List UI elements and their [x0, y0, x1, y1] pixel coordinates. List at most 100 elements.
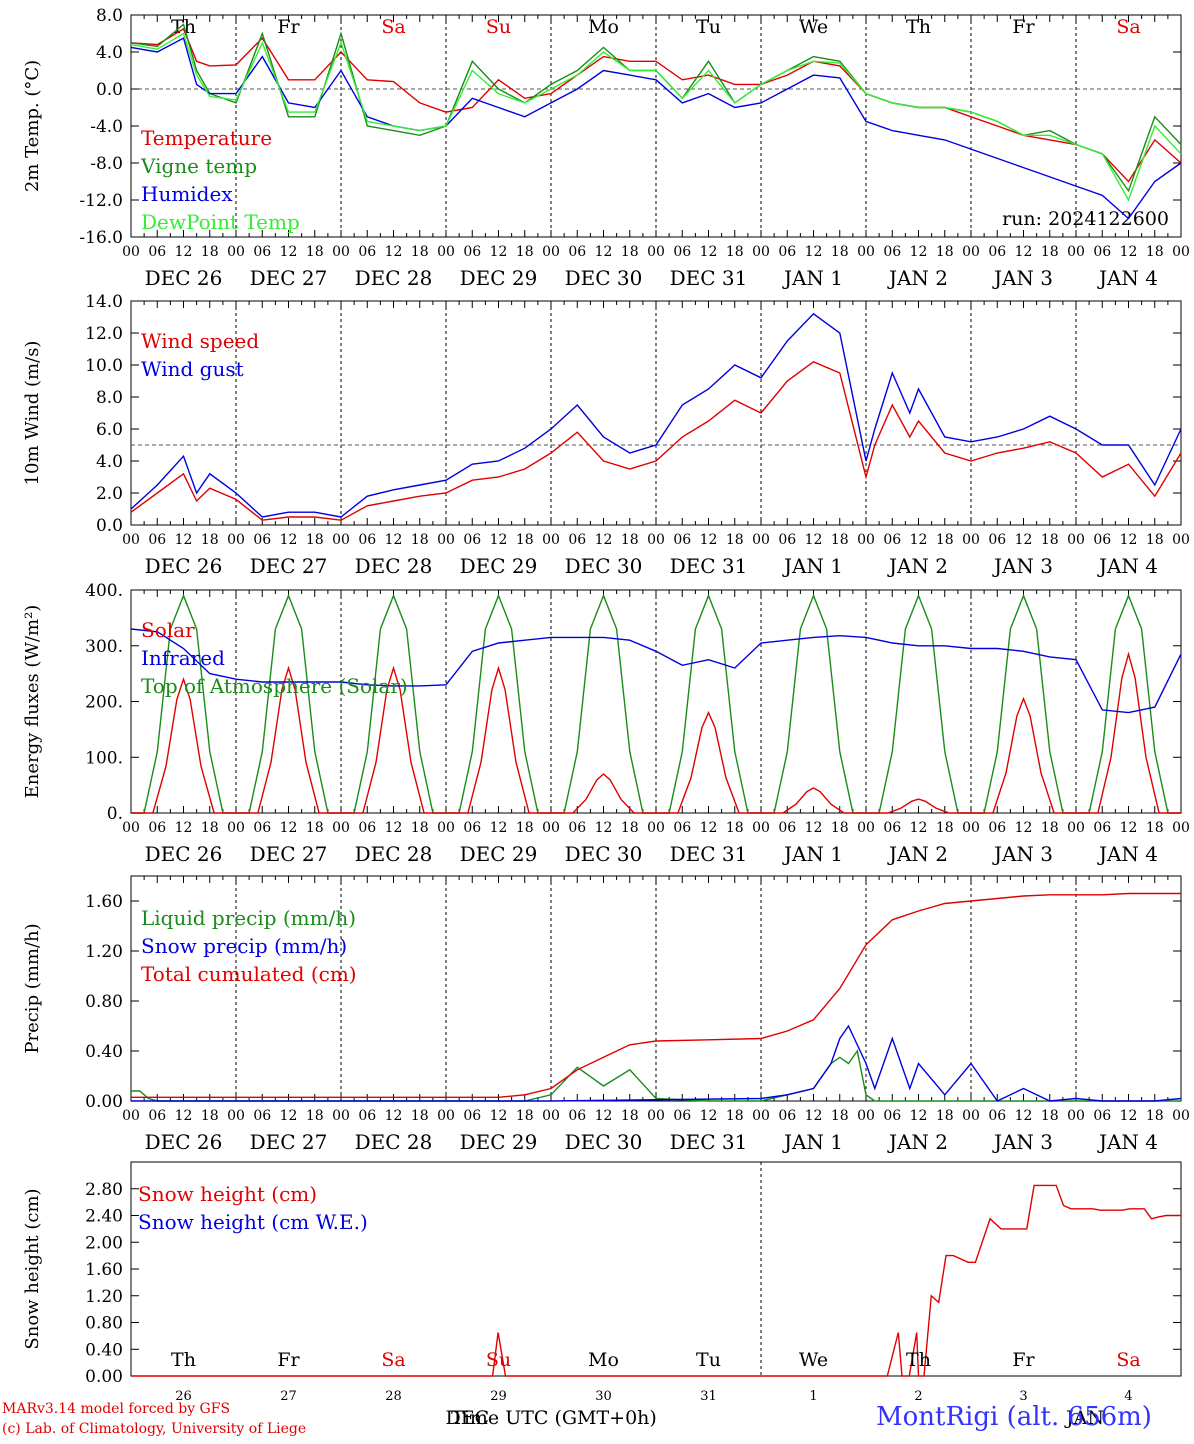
- x-tick-label: 06: [1093, 1108, 1111, 1124]
- x-tick-label: 12: [490, 532, 508, 548]
- x-tick-label: 00: [857, 1108, 875, 1124]
- x-tick-label: 06: [778, 244, 796, 260]
- x-tick-label: 18: [306, 532, 324, 548]
- x-tick-label: 00: [1067, 820, 1085, 836]
- x-tick-label: 00: [332, 244, 350, 260]
- day-name-label: Fr: [1012, 1349, 1035, 1371]
- x-tick-label: 00: [227, 532, 245, 548]
- y-tick-label: 0.80: [85, 992, 123, 1012]
- y-tick-label: 0.40: [85, 1042, 123, 1062]
- x-tick-label: 00: [962, 820, 980, 836]
- x-tick-label: 06: [568, 1108, 586, 1124]
- x-tick-label: 18: [411, 532, 429, 548]
- y-tick-label: 14.0: [85, 292, 123, 312]
- x-tick-label: 06: [253, 1108, 271, 1124]
- x-tick-label: 18: [831, 1108, 849, 1124]
- x-tick-label: 06: [883, 820, 901, 836]
- x-tick-label: 06: [778, 1108, 796, 1124]
- date-label: DEC 31: [670, 842, 748, 866]
- date-label: DEC 28: [355, 1130, 433, 1154]
- y-tick-label: 4.0: [96, 452, 123, 472]
- x-tick-label: 12: [175, 244, 193, 260]
- day-name-label: Sa: [1116, 16, 1140, 38]
- x-tick-label: 18: [726, 1108, 744, 1124]
- x-tick-label: 00: [122, 820, 140, 836]
- x-tick-label: 00: [437, 244, 455, 260]
- x-tick-label: 00: [857, 820, 875, 836]
- date-label: JAN 1: [782, 842, 843, 866]
- y-tick-label: 10.0: [85, 356, 123, 376]
- date-label: JAN 1: [782, 266, 843, 290]
- x-tick-label: 12: [700, 1108, 718, 1124]
- day-name-label: Th: [171, 1349, 196, 1371]
- x-tick-label: 00: [332, 820, 350, 836]
- legend-entry: Solar: [141, 618, 195, 642]
- x-tick-label: 18: [1041, 820, 1059, 836]
- y-tick-label: 300.: [85, 637, 123, 657]
- date-label: DEC 30: [565, 842, 643, 866]
- x-tick-label: 00: [962, 244, 980, 260]
- y-tick-label: -16.0: [79, 228, 123, 248]
- date-label: JAN 2: [887, 266, 948, 290]
- x-tick-label: 18: [621, 244, 639, 260]
- x-tick-label: 18: [1041, 1108, 1059, 1124]
- x-tick-label: 12: [175, 820, 193, 836]
- date-label: JAN 3: [992, 554, 1053, 578]
- day-name-label: We: [799, 16, 828, 38]
- y-tick-label: 0.40: [85, 1340, 123, 1360]
- legend-entry: Infrared: [141, 646, 225, 670]
- date-label: JAN 1: [782, 1130, 843, 1154]
- x-tick-label: 12: [385, 820, 403, 836]
- model-credit: MARv3.14 model forced by GFS: [2, 1401, 231, 1417]
- x-tick-label: 18: [411, 820, 429, 836]
- day-number-label: 4: [1124, 1389, 1132, 1404]
- x-tick-label: 12: [595, 820, 613, 836]
- month-label: JAN: [1064, 1407, 1104, 1429]
- date-label: JAN 4: [1097, 554, 1158, 578]
- date-label: DEC 26: [145, 554, 223, 578]
- x-tick-label: 00: [122, 1108, 140, 1124]
- date-label: DEC 29: [460, 266, 538, 290]
- legend-entry: Snow precip (mm/h): [141, 934, 347, 958]
- date-label: DEC 30: [565, 554, 643, 578]
- x-tick-label: 18: [726, 532, 744, 548]
- infrared-line: [130, 628, 1182, 714]
- date-label: DEC 31: [670, 554, 748, 578]
- x-tick-label: 18: [201, 820, 219, 836]
- x-tick-label: 00: [122, 244, 140, 260]
- x-tick-label: 06: [883, 532, 901, 548]
- x-tick-label: 06: [988, 1108, 1006, 1124]
- x-tick-label: 18: [1146, 820, 1164, 836]
- x-tick-label: 00: [227, 820, 245, 836]
- x-tick-label: 12: [280, 1108, 298, 1124]
- y-tick-label: 0.00: [85, 1092, 123, 1112]
- y-tick-label: -12.0: [79, 191, 123, 211]
- x-tick-label: 12: [1015, 1108, 1033, 1124]
- y-tick-label: 0.0: [96, 80, 123, 100]
- date-label: JAN 4: [1097, 1130, 1158, 1154]
- x-tick-label: 00: [752, 532, 770, 548]
- x-tick-label: 18: [831, 532, 849, 548]
- legend-entry: Snow height (cm): [138, 1182, 317, 1206]
- x-tick-label: 06: [463, 532, 481, 548]
- series-line-1: [131, 1024, 1182, 1102]
- date-label: DEC 29: [460, 1130, 538, 1154]
- x-tick-label: 06: [148, 1108, 166, 1124]
- x-tick-label: 18: [621, 1108, 639, 1124]
- day-name-label: Mo: [588, 1349, 619, 1371]
- x-tick-label: 12: [910, 820, 928, 836]
- day-name-label: Th: [906, 1349, 931, 1371]
- x-tick-label: 06: [568, 244, 586, 260]
- x-tick-label: 00: [1067, 1108, 1085, 1124]
- x-tick-label: 18: [1041, 532, 1059, 548]
- x-tick-label: 18: [831, 820, 849, 836]
- x-tick-label: 00: [647, 532, 665, 548]
- x-tick-label: 12: [910, 1108, 928, 1124]
- x-tick-label: 18: [936, 532, 954, 548]
- y-tick-label: 0.00: [85, 1367, 123, 1387]
- x-tick-label: 18: [516, 532, 534, 548]
- date-label: DEC 31: [670, 266, 748, 290]
- x-tick-label: 12: [280, 820, 298, 836]
- date-label: DEC 30: [565, 1130, 643, 1154]
